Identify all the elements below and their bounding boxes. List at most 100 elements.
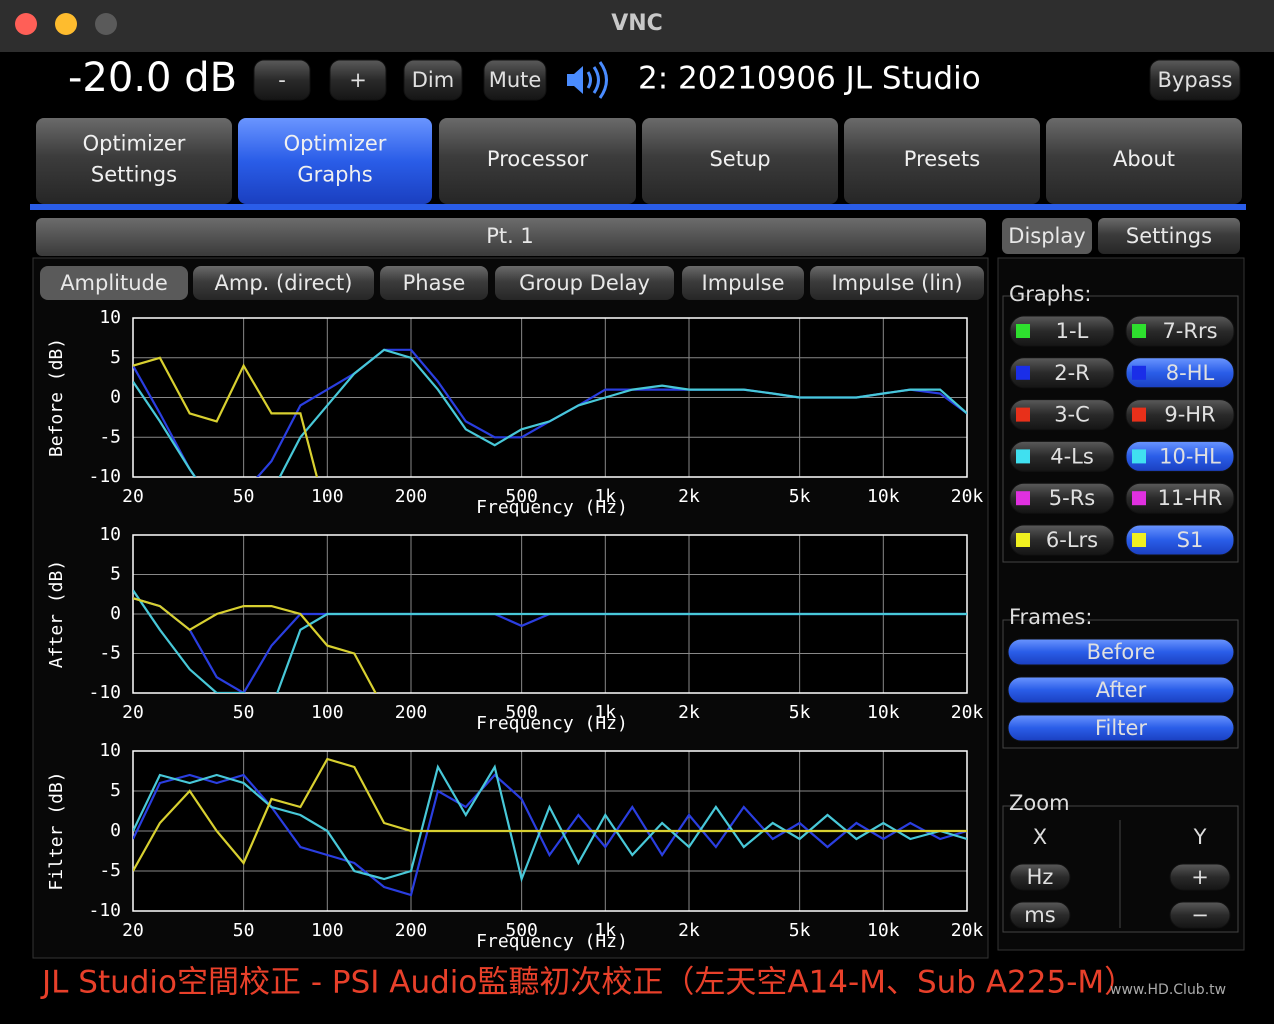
main-tab[interactable]: Optimizer Settings: [36, 118, 232, 204]
frames-label: Frames:: [1009, 605, 1092, 629]
graph-toggle[interactable]: 9-HR: [1125, 399, 1235, 431]
frame-toggle[interactable]: After: [1007, 676, 1235, 704]
y-tick-label: 0: [110, 603, 121, 624]
response-line: [133, 757, 967, 872]
graph-toggle[interactable]: 1-L: [1009, 315, 1115, 347]
frames-group: [1002, 619, 1239, 749]
graph-toggle[interactable]: 10-HL: [1125, 440, 1235, 472]
main-tab[interactable]: Processor: [439, 118, 636, 204]
x-tick-label: 1k: [594, 920, 616, 941]
graph-color-swatch: [1016, 365, 1030, 380]
main-tab[interactable]: About: [1046, 118, 1242, 204]
graph-toggle[interactable]: 5-Rs: [1009, 482, 1115, 514]
sub-tab[interactable]: Amp. (direct): [193, 266, 374, 300]
y-tick-label: 5: [110, 564, 121, 585]
graph-toggle[interactable]: 3-C: [1009, 399, 1115, 431]
panel-title: Pt. 1: [486, 224, 534, 248]
graph-toggle[interactable]: 8-HL: [1125, 357, 1235, 389]
sidebar-tab[interactable]: Settings: [1098, 218, 1240, 254]
zoom-button[interactable]: [95, 13, 117, 35]
graph-toggle-label: 2-R: [1054, 361, 1090, 385]
frame-toggle[interactable]: Before: [1007, 638, 1235, 666]
graph-toggle-bg: [1009, 482, 1115, 514]
graph-toggle[interactable]: 2-R: [1009, 357, 1115, 389]
graph-toggle-bg: [1125, 357, 1235, 389]
graph-toggle[interactable]: 4-Ls: [1009, 440, 1115, 472]
watermark: www.HD.Club.tw: [1110, 982, 1226, 998]
x-tick-label: 2k: [678, 486, 700, 507]
y-tick-label: -5: [99, 643, 121, 664]
y-tick-label: 10: [99, 307, 121, 328]
graph-toggle[interactable]: S1: [1125, 524, 1235, 556]
main-tab[interactable]: Presets: [844, 118, 1040, 204]
sidebar-tab-bg: [1098, 218, 1240, 254]
toolbar-button[interactable]: Mute: [483, 59, 547, 101]
graph-toggle[interactable]: 6-Lrs: [1009, 524, 1115, 556]
main-tab-bg: [642, 118, 838, 204]
y-tick-label: 5: [110, 780, 121, 801]
sub-tab-label: Impulse: [702, 271, 785, 295]
graph-toggle-label: 5-Rs: [1049, 486, 1095, 510]
bypass-button[interactable]: Bypass: [1149, 59, 1241, 101]
y-axis-label: Filter (dB): [46, 771, 67, 890]
response-line: [133, 764, 967, 883]
graph-toggle[interactable]: 7-Rrs: [1125, 315, 1235, 347]
toolbar-button[interactable]: -: [253, 59, 311, 101]
response-line: [133, 348, 967, 477]
y-tick-label: -5: [99, 860, 121, 881]
zoom-y-button[interactable]: +: [1169, 863, 1231, 891]
x-tick-label: 200: [395, 920, 428, 941]
graph-toggle-label: 10-HL: [1159, 444, 1221, 468]
x-tick-label: 10k: [867, 702, 900, 723]
x-tick-label: 5k: [789, 920, 811, 941]
graphs-label: Graphs:: [1009, 282, 1091, 306]
sub-tab[interactable]: Group Delay: [495, 266, 674, 300]
main-tab[interactable]: Setup: [642, 118, 838, 204]
x-tick-label: 50: [233, 920, 255, 941]
graph-color-swatch: [1132, 365, 1146, 380]
zoom-group: [1002, 805, 1239, 933]
zoom-label: Zoom: [1009, 791, 1070, 815]
graph-toggle-bg: [1009, 440, 1115, 472]
sub-tab[interactable]: Phase: [380, 266, 488, 300]
response-line: [133, 356, 319, 477]
zoom-y-label: Y: [1193, 825, 1207, 849]
sidebar-tab[interactable]: Display: [1002, 218, 1092, 254]
graph-toggle-label: 6-Lrs: [1046, 528, 1098, 552]
graph-toggle-bg: [1009, 315, 1115, 347]
close-button[interactable]: [15, 13, 37, 35]
x-tick-label: 100: [311, 920, 344, 941]
toolbar-button[interactable]: Dim: [403, 59, 463, 101]
graph-toggle-bg: [1125, 315, 1235, 347]
sub-tab[interactable]: Impulse: [682, 266, 804, 300]
toolbar-button-bg: [483, 59, 547, 101]
x-tick-label: 500: [505, 920, 538, 941]
x-tick-label: 200: [395, 486, 428, 507]
sub-tab[interactable]: Impulse (lin): [810, 266, 984, 300]
sub-tab-bg: [495, 266, 674, 300]
bypass-button-label: Bypass: [1158, 68, 1233, 92]
main-tab[interactable]: Optimizer Graphs: [238, 118, 432, 204]
tab-underline: [30, 204, 1246, 210]
x-tick-label: 500: [505, 702, 538, 723]
main-tab-label: Optimizer: [83, 132, 186, 156]
y-tick-label: -10: [88, 682, 121, 703]
graph-toggle-label: 7-Rrs: [1162, 319, 1217, 343]
zoom-x-button[interactable]: ms: [1009, 901, 1071, 929]
zoom-y-button[interactable]: −: [1169, 901, 1231, 929]
x-tick-label: 200: [395, 702, 428, 723]
zoom-y-button-label: −: [1191, 903, 1209, 927]
graph-toggle-label: 8-HL: [1166, 361, 1215, 385]
graph-color-swatch: [1132, 449, 1146, 464]
graph-toggle[interactable]: 11-HR: [1125, 482, 1235, 514]
minimize-button[interactable]: [55, 13, 77, 35]
main-tab-label: Settings: [91, 163, 177, 187]
main-tab-bg: [36, 118, 232, 204]
main-tab-bg: [1046, 118, 1242, 204]
x-axis-label: Frequency (Hz): [476, 713, 628, 734]
sub-tab[interactable]: Amplitude: [40, 266, 188, 300]
frame-toggle[interactable]: Filter: [1007, 714, 1235, 742]
zoom-x-button[interactable]: Hz: [1009, 863, 1071, 891]
toolbar-button[interactable]: +: [329, 59, 387, 101]
x-tick-label: 20k: [951, 920, 984, 941]
